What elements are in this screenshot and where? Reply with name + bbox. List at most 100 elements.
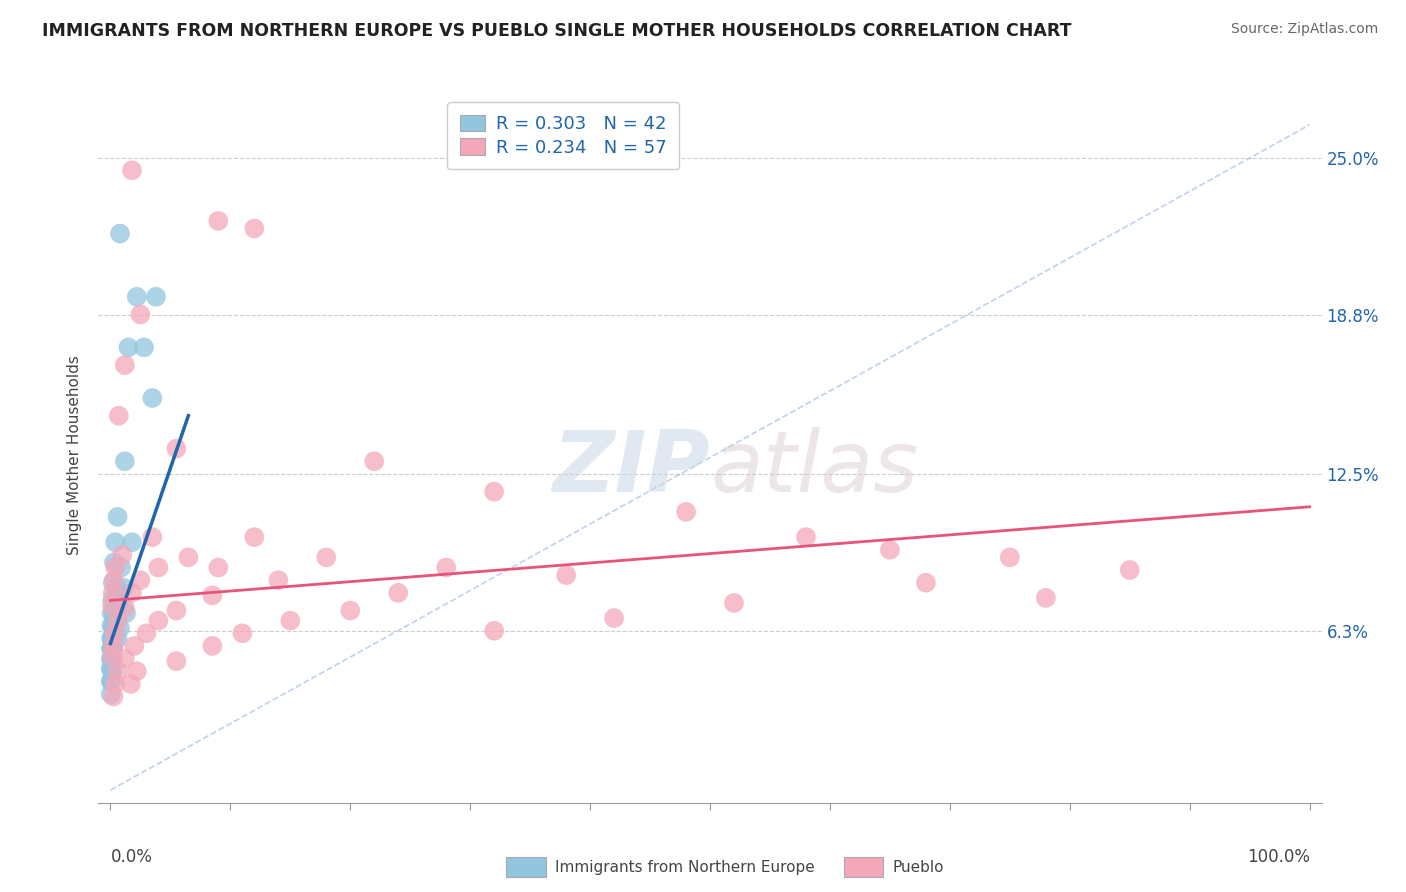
Point <box>101 651 124 665</box>
Text: 100.0%: 100.0% <box>1247 848 1309 866</box>
Point <box>723 596 745 610</box>
Point <box>104 618 127 632</box>
Point <box>998 550 1021 565</box>
Point <box>315 550 337 565</box>
Point <box>879 542 901 557</box>
Point <box>141 391 163 405</box>
Point <box>100 674 122 689</box>
Point <box>115 606 138 620</box>
Point <box>339 603 361 617</box>
Point <box>121 535 143 549</box>
Point <box>110 560 132 574</box>
Point <box>107 665 129 679</box>
Point <box>103 556 125 570</box>
Point <box>108 409 131 423</box>
Point <box>101 618 124 632</box>
Point <box>105 606 128 620</box>
Point <box>104 677 127 691</box>
Point <box>103 573 125 587</box>
Legend: R = 0.303   N = 42, R = 0.234   N = 57: R = 0.303 N = 42, R = 0.234 N = 57 <box>447 103 679 169</box>
Point <box>145 290 167 304</box>
Point <box>103 632 125 646</box>
Point <box>278 614 301 628</box>
Point <box>100 687 122 701</box>
Point <box>104 626 127 640</box>
Point <box>114 454 136 468</box>
Point <box>107 632 129 646</box>
Point <box>121 586 143 600</box>
Point <box>107 509 129 524</box>
Point <box>148 560 170 574</box>
Point <box>363 454 385 468</box>
Point <box>603 611 626 625</box>
Text: Immigrants from Northern Europe: Immigrants from Northern Europe <box>555 860 815 874</box>
Point <box>107 614 129 628</box>
Point <box>114 601 136 615</box>
Point <box>114 358 136 372</box>
Point <box>108 621 131 635</box>
Point <box>117 340 139 354</box>
Point <box>207 214 229 228</box>
Point <box>100 651 122 665</box>
Text: ZIP: ZIP <box>553 427 710 510</box>
Point <box>135 626 157 640</box>
Point <box>101 575 124 590</box>
Point <box>100 618 122 632</box>
Point <box>100 674 122 689</box>
Point <box>201 588 224 602</box>
Point <box>267 573 290 587</box>
Point <box>482 484 505 499</box>
Point <box>120 677 142 691</box>
Point <box>148 614 170 628</box>
Point <box>101 586 124 600</box>
Point <box>101 641 124 656</box>
Point <box>104 593 127 607</box>
Point <box>105 581 128 595</box>
Point <box>121 163 143 178</box>
Text: atlas: atlas <box>710 427 918 510</box>
Point <box>100 606 122 620</box>
Point <box>100 662 122 676</box>
Point <box>108 227 131 241</box>
Text: 0.0%: 0.0% <box>111 848 152 866</box>
Point <box>915 575 938 590</box>
Point <box>104 535 127 549</box>
Y-axis label: Single Mother Households: Single Mother Households <box>67 355 83 555</box>
Text: Pueblo: Pueblo <box>893 860 945 874</box>
Point <box>114 651 136 665</box>
Point <box>103 639 125 653</box>
Point <box>100 641 122 656</box>
Point <box>100 662 122 676</box>
Point <box>101 599 124 613</box>
Point <box>165 603 187 617</box>
Point <box>231 626 253 640</box>
Point <box>104 560 127 574</box>
Point <box>112 581 135 595</box>
Point <box>111 548 134 562</box>
Point <box>100 641 122 656</box>
Point <box>129 308 152 322</box>
Point <box>124 639 146 653</box>
Point <box>101 632 124 646</box>
Point <box>132 340 155 354</box>
Point <box>794 530 817 544</box>
Point <box>243 221 266 235</box>
Point <box>141 530 163 544</box>
Point <box>434 560 457 574</box>
Text: Source: ZipAtlas.com: Source: ZipAtlas.com <box>1230 22 1378 37</box>
Point <box>165 654 187 668</box>
Point <box>1119 563 1142 577</box>
Text: IMMIGRANTS FROM NORTHERN EUROPE VS PUEBLO SINGLE MOTHER HOUSEHOLDS CORRELATION C: IMMIGRANTS FROM NORTHERN EUROPE VS PUEBL… <box>42 22 1071 40</box>
Point <box>129 573 152 587</box>
Point <box>555 568 578 582</box>
Point <box>125 290 148 304</box>
Point <box>675 505 697 519</box>
Point <box>243 530 266 544</box>
Point <box>100 651 122 665</box>
Point <box>207 560 229 574</box>
Point <box>387 586 409 600</box>
Point <box>125 665 148 679</box>
Point <box>103 690 125 704</box>
Point <box>201 639 224 653</box>
Point <box>165 442 187 456</box>
